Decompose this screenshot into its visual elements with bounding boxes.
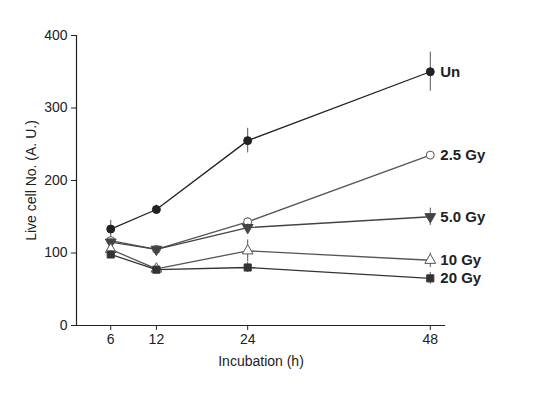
svg-text:100: 100 <box>44 244 68 260</box>
svg-text:24: 24 <box>240 331 256 347</box>
svg-text:200: 200 <box>44 172 68 188</box>
svg-text:5.0 Gy: 5.0 Gy <box>440 208 486 225</box>
svg-text:300: 300 <box>44 99 68 115</box>
svg-text:48: 48 <box>422 331 438 347</box>
svg-text:6: 6 <box>107 331 115 347</box>
svg-text:10 Gy: 10 Gy <box>440 251 482 268</box>
svg-text:0: 0 <box>60 317 68 333</box>
svg-text:400: 400 <box>44 27 68 43</box>
svg-text:Incubation (h): Incubation (h) <box>218 353 304 369</box>
svg-text:20 Gy: 20 Gy <box>440 269 482 286</box>
svg-text:12: 12 <box>149 331 165 347</box>
svg-text:2.5 Gy: 2.5 Gy <box>440 146 486 163</box>
svg-text:Un: Un <box>440 63 460 80</box>
svg-text:Live cell No. (A. U.): Live cell No. (A. U.) <box>23 120 39 241</box>
